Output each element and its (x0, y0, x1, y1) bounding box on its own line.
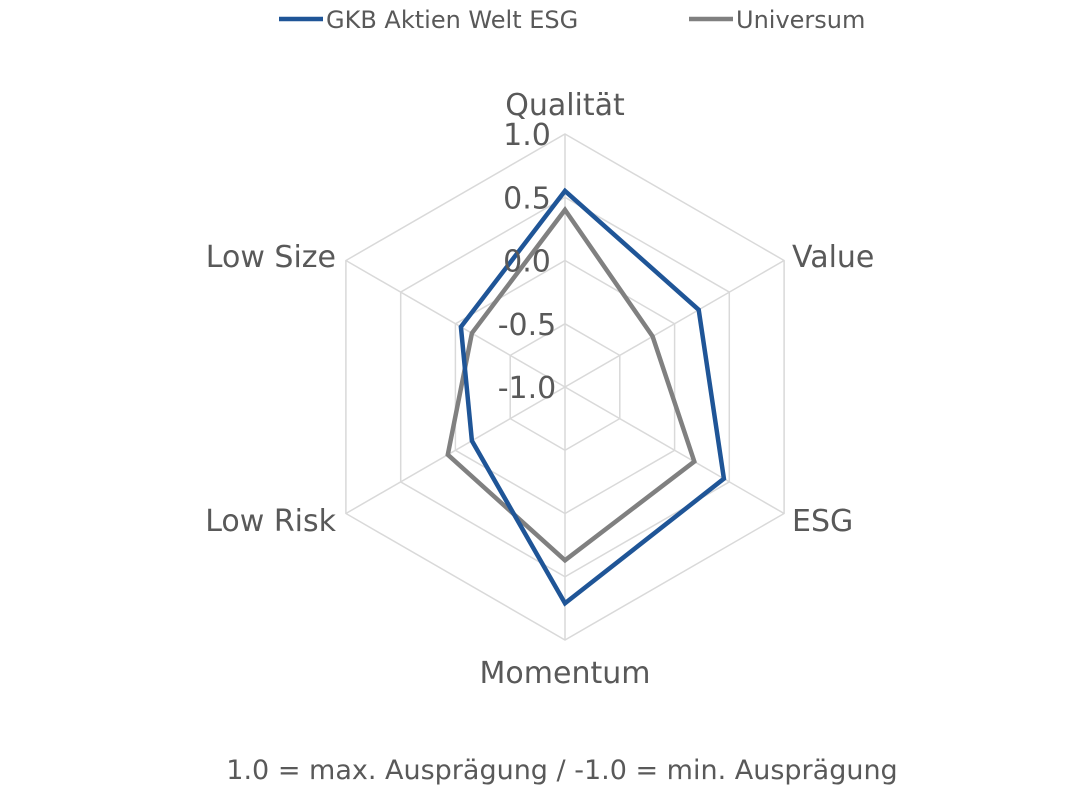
grid-spoke (564, 259, 785, 388)
footnote: 1.0 = max. Ausprägung / -1.0 = min. Ausp… (226, 755, 897, 786)
axis-label: Low Size (206, 240, 336, 275)
legend-label: GKB Aktien Welt ESG (326, 6, 578, 34)
tick-label: 0.5 (503, 181, 551, 216)
radar-grid (345, 133, 785, 641)
grid-spoke (345, 386, 566, 515)
axis-label: Momentum (480, 656, 651, 691)
series-line (445, 206, 697, 564)
tick-label: -0.5 (498, 308, 557, 343)
tick-label: 0.0 (503, 245, 551, 280)
axis-label: Value (792, 240, 874, 275)
tick-label: -1.0 (498, 371, 557, 406)
grid-spoke (345, 259, 566, 388)
legend-label: Universum (736, 6, 865, 34)
axis-label: Qualität (505, 88, 625, 123)
radar-series (445, 187, 727, 607)
radial-tick-labels: 1.0 0.5 0.0 -0.5 -1.0 (498, 118, 557, 406)
axis-labels: Qualität Value ESG Momentum Low Risk Low Size (205, 88, 874, 691)
grid-spoke (564, 386, 785, 515)
legend: GKB Aktien Welt ESG Universum (279, 6, 865, 34)
axis-label: Low Risk (205, 504, 336, 539)
series-line (458, 187, 727, 607)
tick-label: 1.0 (503, 118, 551, 153)
axis-label: ESG (792, 504, 853, 539)
